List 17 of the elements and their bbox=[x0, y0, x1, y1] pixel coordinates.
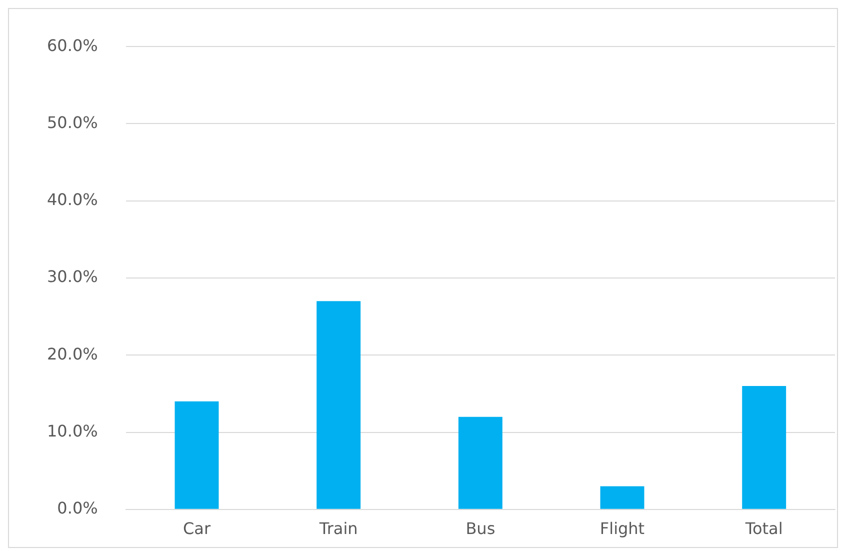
bar bbox=[174, 401, 219, 509]
x-tick-label: Bus bbox=[466, 519, 496, 538]
y-tick-label: 50.0% bbox=[47, 112, 98, 132]
y-tick-label: 40.0% bbox=[47, 190, 98, 210]
y-tick-label: 30.0% bbox=[47, 267, 98, 286]
x-tick-label: Train bbox=[318, 519, 358, 538]
bar bbox=[458, 416, 502, 509]
bar bbox=[316, 301, 361, 509]
bar bbox=[600, 486, 644, 509]
x-tick-label: Total bbox=[744, 519, 783, 538]
y-tick-label: 0.0% bbox=[57, 498, 98, 518]
bar bbox=[742, 386, 786, 509]
y-tick-label: 10.0% bbox=[47, 421, 98, 440]
y-tick-label: 20.0% bbox=[47, 344, 98, 364]
x-tick-label: Car bbox=[182, 519, 211, 538]
y-tick-label: 60.0% bbox=[47, 36, 98, 55]
x-tick-label: Flight bbox=[600, 519, 645, 538]
